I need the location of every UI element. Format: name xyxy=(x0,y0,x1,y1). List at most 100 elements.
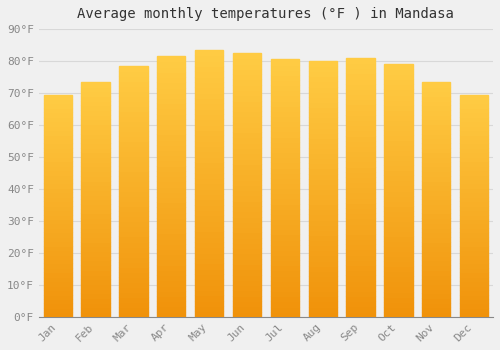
Bar xyxy=(422,289,450,293)
Bar xyxy=(384,175,412,180)
Bar xyxy=(195,92,224,98)
Bar xyxy=(195,258,224,264)
Bar xyxy=(270,116,299,121)
Bar xyxy=(460,117,488,121)
Bar xyxy=(308,250,337,256)
Bar xyxy=(44,232,72,237)
Bar xyxy=(460,290,488,295)
Bar xyxy=(82,293,110,298)
Bar xyxy=(270,260,299,265)
Bar xyxy=(82,124,110,129)
Bar xyxy=(422,181,450,185)
Bar xyxy=(233,285,261,290)
Bar xyxy=(460,201,488,206)
Bar xyxy=(270,132,299,136)
Bar xyxy=(44,183,72,188)
Bar xyxy=(308,307,337,312)
Bar xyxy=(157,312,186,317)
Bar xyxy=(308,219,337,225)
Bar xyxy=(308,312,337,317)
Bar xyxy=(82,119,110,124)
Bar xyxy=(233,64,261,69)
Bar xyxy=(460,152,488,157)
Bar xyxy=(119,181,148,186)
Bar xyxy=(346,182,375,187)
Bar xyxy=(82,162,110,166)
Bar xyxy=(460,130,488,135)
Bar xyxy=(195,156,224,162)
Bar xyxy=(270,255,299,260)
Bar xyxy=(195,312,224,317)
Bar xyxy=(460,121,488,126)
Bar xyxy=(270,162,299,168)
Bar xyxy=(308,127,337,133)
Bar xyxy=(384,246,412,251)
Bar xyxy=(44,112,72,117)
Bar xyxy=(460,166,488,170)
Bar xyxy=(233,153,261,159)
Bar xyxy=(384,231,412,236)
Bar xyxy=(270,96,299,100)
Bar xyxy=(195,178,224,183)
Bar xyxy=(157,181,186,187)
Bar xyxy=(119,146,148,151)
Bar xyxy=(384,160,412,165)
Bar xyxy=(384,251,412,256)
Bar xyxy=(82,223,110,228)
Bar xyxy=(422,100,450,105)
Bar xyxy=(270,307,299,312)
Bar xyxy=(195,162,224,167)
Bar xyxy=(460,148,488,152)
Bar xyxy=(422,256,450,260)
Bar xyxy=(422,307,450,312)
Bar xyxy=(422,105,450,110)
Bar xyxy=(346,110,375,115)
Bar xyxy=(119,116,148,121)
Bar xyxy=(460,250,488,254)
Bar xyxy=(346,244,375,250)
Bar xyxy=(195,295,224,301)
Bar xyxy=(195,279,224,285)
Bar xyxy=(157,275,186,280)
Bar xyxy=(233,116,261,121)
Bar xyxy=(44,268,72,272)
Bar xyxy=(384,170,412,175)
Bar xyxy=(195,231,224,237)
Bar xyxy=(82,274,110,279)
Bar xyxy=(82,228,110,232)
Bar xyxy=(422,190,450,195)
Bar xyxy=(44,161,72,166)
Bar xyxy=(44,215,72,219)
Bar xyxy=(44,272,72,277)
Bar xyxy=(233,301,261,306)
Bar xyxy=(157,113,186,119)
Bar xyxy=(308,204,337,209)
Bar xyxy=(233,296,261,301)
Bar xyxy=(384,281,412,287)
Bar xyxy=(346,141,375,146)
Bar xyxy=(308,286,337,291)
Bar xyxy=(346,224,375,229)
Bar xyxy=(82,138,110,143)
Bar xyxy=(270,198,299,204)
Bar xyxy=(346,198,375,203)
Bar xyxy=(384,307,412,312)
Bar xyxy=(384,155,412,160)
Bar xyxy=(384,287,412,292)
Bar xyxy=(270,75,299,80)
Bar xyxy=(119,101,148,106)
Bar xyxy=(460,126,488,130)
Bar xyxy=(346,99,375,104)
Bar xyxy=(422,110,450,115)
Bar xyxy=(44,179,72,183)
Bar xyxy=(346,167,375,172)
Bar xyxy=(308,194,337,199)
Bar xyxy=(460,197,488,201)
Bar xyxy=(270,234,299,240)
Bar xyxy=(82,307,110,312)
Bar xyxy=(270,136,299,142)
Bar xyxy=(308,215,337,219)
Bar xyxy=(384,271,412,276)
Bar xyxy=(157,306,186,312)
Bar xyxy=(270,240,299,245)
